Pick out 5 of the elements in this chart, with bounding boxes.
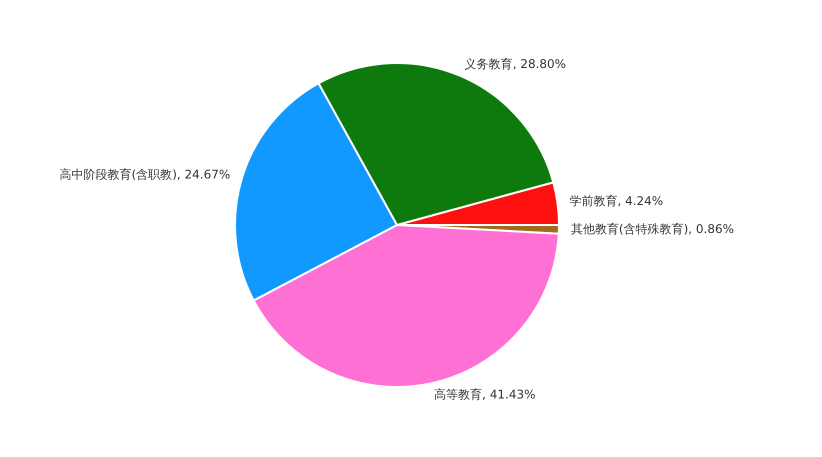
slice-label: 义务教育, 28.80% <box>464 56 566 71</box>
slice-label: 高中阶段教育(含职教), 24.67% <box>60 167 230 182</box>
slice-label: 学前教育, 4.24% <box>569 194 664 208</box>
slice-label: 其他教育(含特殊教育), 0.86% <box>570 222 734 236</box>
slice-label: 高等教育, 41.43% <box>434 387 536 402</box>
